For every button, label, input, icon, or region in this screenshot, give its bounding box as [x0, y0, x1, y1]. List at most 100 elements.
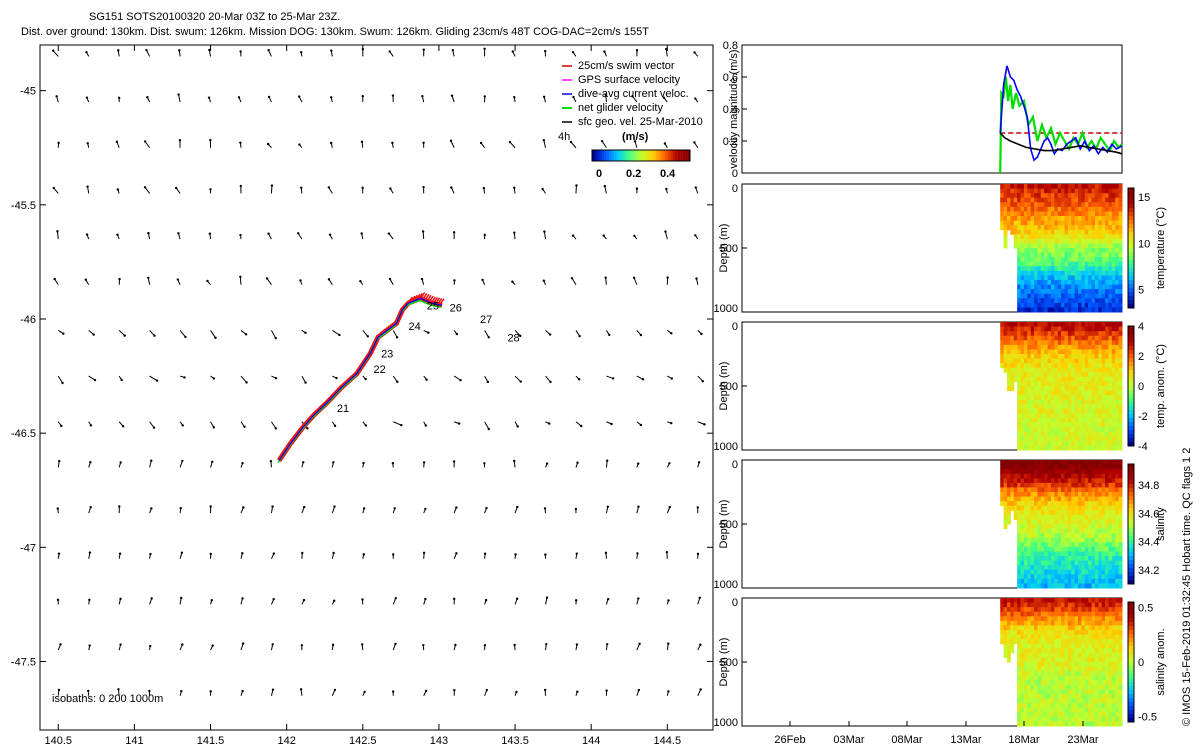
section-cell — [1094, 220, 1099, 226]
section-cell — [1101, 492, 1106, 498]
section-cell — [1081, 261, 1086, 267]
section-cbar-cell — [1128, 252, 1134, 257]
section-cell — [1074, 473, 1079, 479]
velocity-arrow-head — [56, 230, 59, 233]
section-cell — [1034, 487, 1038, 493]
section-cbar-cell — [1128, 288, 1134, 293]
section-cell — [1064, 639, 1069, 645]
section-cell — [1054, 560, 1059, 566]
section-cell — [1081, 234, 1086, 240]
section-cell — [1003, 611, 1008, 617]
section-cell — [1037, 206, 1042, 212]
section-cell — [1108, 243, 1113, 249]
section-cell — [1108, 482, 1113, 488]
section-cell — [1115, 307, 1120, 313]
section-cell — [1040, 505, 1045, 511]
section-cell — [1027, 331, 1032, 337]
section-cell — [1037, 698, 1042, 704]
section-cell — [1057, 275, 1062, 281]
velocity-arrow-head — [237, 96, 241, 99]
section-cell — [1078, 542, 1082, 548]
section-cell — [1034, 340, 1038, 346]
section-cell — [1074, 721, 1079, 727]
section-cell — [1057, 492, 1062, 498]
section-cell — [1030, 358, 1035, 364]
section-cell — [1067, 630, 1072, 636]
section-cell — [1108, 238, 1113, 244]
section-cell — [1067, 598, 1072, 604]
map-cbar-tick-2: 0.4 — [660, 168, 676, 180]
section-cell — [1088, 648, 1093, 654]
velocity-arrow-head — [364, 377, 367, 381]
velocity-arrow-head — [178, 138, 182, 142]
section-cell — [1061, 289, 1065, 295]
section-cell — [1023, 322, 1028, 328]
section-cbar-cell — [1128, 354, 1134, 359]
section-cell — [1037, 662, 1042, 668]
section-cell — [1040, 211, 1045, 217]
section-cell — [1034, 193, 1038, 199]
section-cell — [1084, 565, 1089, 571]
section-cell — [1037, 354, 1042, 360]
section-cell — [1040, 326, 1045, 332]
section-cell — [1067, 469, 1072, 475]
section-cell — [1111, 436, 1116, 442]
section-cell — [1013, 202, 1018, 208]
section-cbar-cell — [1128, 390, 1134, 395]
section-cell — [1064, 482, 1069, 488]
section-cell — [1037, 193, 1042, 199]
section-cell — [1067, 238, 1072, 244]
section-cell — [1111, 611, 1116, 617]
section-cell — [1091, 344, 1096, 350]
section-cell — [1111, 574, 1116, 580]
section-cell — [1023, 248, 1028, 254]
section-cell — [1054, 427, 1059, 433]
section-cell — [1040, 533, 1045, 539]
section-cell — [1037, 464, 1042, 470]
section-cell — [1040, 275, 1045, 281]
section-cell — [1084, 616, 1089, 622]
section-cell — [1057, 243, 1062, 249]
section-cell — [1064, 611, 1069, 617]
section-cell — [1071, 565, 1076, 571]
section-cell — [1118, 657, 1123, 663]
section-cell — [1098, 514, 1103, 520]
section-cell — [1061, 293, 1065, 299]
section-cell — [1084, 404, 1089, 410]
section-cell — [1098, 358, 1103, 364]
section-cell — [1118, 643, 1123, 649]
section-cell — [1054, 556, 1059, 562]
velocity-arrow-head — [147, 231, 150, 235]
section-cell — [1088, 524, 1093, 530]
section-cell — [1050, 501, 1055, 507]
section-cell — [1020, 331, 1025, 337]
section-cell — [1034, 408, 1038, 414]
section-cell — [1078, 496, 1082, 502]
section-cell — [1023, 560, 1028, 566]
section-cell — [1027, 551, 1032, 557]
section-cell — [1067, 298, 1072, 304]
section-cell — [1050, 243, 1055, 249]
section-cell — [1044, 238, 1049, 244]
section-cell — [1057, 206, 1062, 212]
section-cell — [1047, 469, 1052, 475]
velocity-arrow-head — [241, 552, 244, 555]
section-cell — [1064, 261, 1069, 267]
section-cell — [1010, 478, 1015, 484]
section-cell — [1064, 680, 1069, 686]
section-cell — [1034, 229, 1038, 235]
section-cell — [1003, 514, 1008, 520]
section-cell — [1017, 643, 1022, 649]
section-cell — [1111, 225, 1116, 231]
section-cell — [1078, 445, 1082, 451]
section-cell — [1064, 684, 1069, 690]
section-cell — [1017, 694, 1022, 700]
velocity-arrow-head — [639, 423, 643, 427]
section-cell — [1067, 611, 1072, 617]
section-cell — [1054, 225, 1059, 231]
section-cell — [1111, 712, 1116, 718]
section-cell — [1074, 193, 1079, 199]
section-cell — [1054, 492, 1059, 498]
section-cell — [1108, 712, 1113, 718]
section-cell — [1010, 322, 1015, 328]
